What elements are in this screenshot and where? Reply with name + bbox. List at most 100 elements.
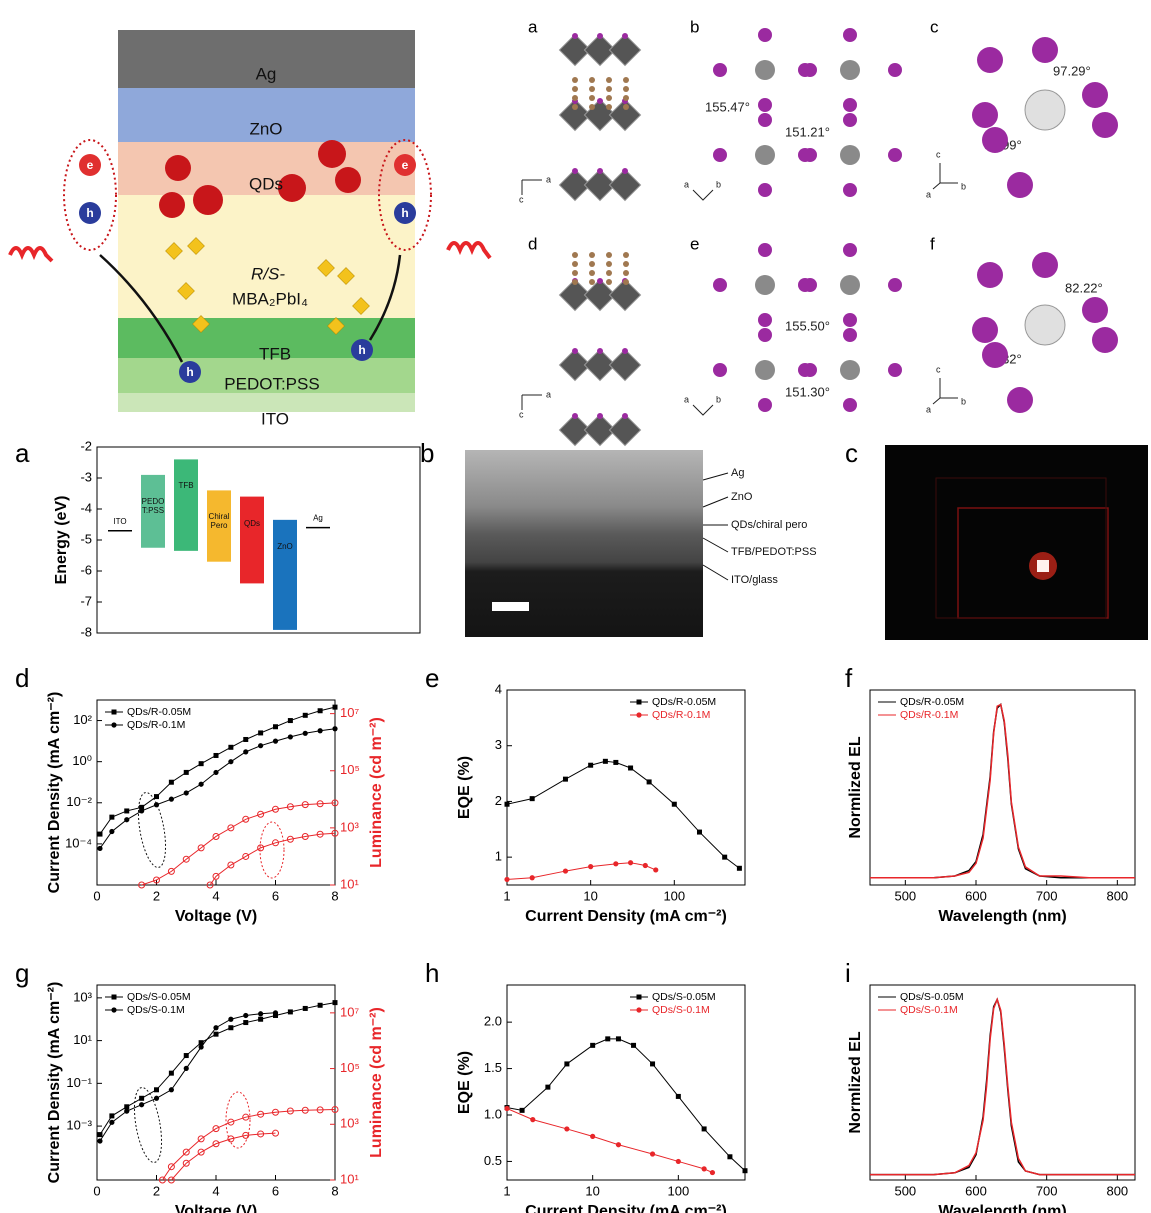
organic (623, 86, 629, 92)
legend-label: QDs/R-0.1M (900, 709, 958, 721)
marker (168, 1070, 174, 1076)
y-tick-label: 4 (495, 681, 502, 696)
plot-frame (869, 689, 1136, 886)
marker (154, 1087, 159, 1093)
marker (198, 761, 204, 767)
octahedron (558, 278, 592, 312)
organic (623, 77, 629, 83)
perovskite-octahedra (165, 237, 370, 335)
marker (675, 1093, 681, 1099)
layer-label: MBA₂PbI₄ (232, 289, 308, 308)
panel-label: c (845, 438, 858, 468)
x-tick-label: 0 (93, 888, 100, 903)
organic (606, 95, 612, 101)
x-axis-title: Voltage (V) (175, 1203, 257, 1213)
iodine (1007, 387, 1033, 413)
iodine (713, 63, 727, 77)
octahedron (608, 348, 642, 382)
x-tick-label: 500 (894, 888, 916, 903)
category-label: QDs (244, 518, 260, 528)
iodine (888, 148, 902, 162)
organic (623, 270, 629, 276)
axis-glyph (521, 179, 542, 195)
organic (589, 252, 595, 258)
octahedron (608, 33, 642, 67)
y-tick-label: 10⁵ (340, 762, 360, 777)
organic (606, 104, 612, 110)
annotation-ring (133, 1087, 163, 1163)
iodine (597, 413, 603, 419)
plot-frame (506, 984, 746, 1181)
leader (702, 564, 729, 581)
marker (183, 769, 189, 775)
iodine (622, 348, 628, 354)
y-tick-label: 10¹ (73, 1032, 92, 1047)
octahedron (192, 315, 210, 333)
marker (287, 718, 293, 724)
lead (1024, 304, 1066, 346)
iodine (982, 342, 1008, 368)
marker (158, 1176, 166, 1184)
marker (212, 872, 220, 880)
marker (613, 861, 619, 867)
annotation-ring (259, 821, 285, 879)
organic (623, 261, 629, 267)
iodine (1007, 172, 1033, 198)
marker (675, 1158, 681, 1165)
arrow (368, 254, 402, 341)
marker (564, 1126, 570, 1132)
marker (258, 743, 264, 749)
marker (287, 1009, 293, 1015)
organic (572, 95, 578, 101)
marker (564, 1061, 570, 1067)
marker (167, 1176, 175, 1184)
iodine (843, 328, 857, 342)
marker (198, 781, 204, 787)
axis-label: b (961, 396, 966, 406)
legend-label: QDs/S-0.05M (900, 991, 964, 1003)
x-tick-label: 700 (1036, 888, 1058, 903)
octahedron (327, 317, 345, 335)
marker (213, 752, 219, 758)
pixel-outline (935, 477, 1107, 619)
octahedron (608, 168, 642, 202)
marker (257, 1110, 265, 1118)
angle-label: 155.47° (705, 99, 750, 114)
legend-marker (636, 699, 642, 705)
marker (504, 876, 510, 883)
legend-label: QDs/R-0.05M (127, 706, 191, 718)
x-tick-label: 10 (583, 888, 597, 903)
axis-label: c (936, 149, 941, 159)
marker (242, 1131, 250, 1139)
octahedron (583, 33, 617, 67)
marker (302, 730, 308, 736)
x-axis-title: Current Density (mA cm⁻²) (525, 908, 727, 925)
y-tick-label: 10³ (340, 819, 359, 834)
iodine (758, 328, 772, 342)
iodine (843, 183, 857, 197)
iodine (597, 33, 603, 39)
x-tick-label: 100 (663, 888, 685, 903)
iodine (977, 262, 1003, 288)
x-tick-label: 700 (1036, 1183, 1058, 1198)
marker (272, 1108, 279, 1116)
iodine (888, 63, 902, 77)
iodine (798, 363, 812, 377)
marker (227, 824, 235, 832)
sem-label: Ag (731, 467, 744, 479)
electron (79, 154, 101, 176)
organic (606, 279, 612, 285)
marker (273, 1012, 278, 1018)
iodine (622, 33, 628, 39)
organic (572, 86, 578, 92)
carrier-label: h (358, 343, 365, 357)
marker (316, 800, 324, 808)
plot-frame (869, 984, 1136, 1181)
octahedron (558, 168, 592, 202)
angle-label: 97.29° (1053, 63, 1091, 78)
series-line (506, 1108, 713, 1174)
iodine (843, 313, 857, 327)
y-axis-title: EQE (%) (456, 1051, 473, 1114)
qd (278, 174, 306, 202)
organic (572, 252, 578, 258)
